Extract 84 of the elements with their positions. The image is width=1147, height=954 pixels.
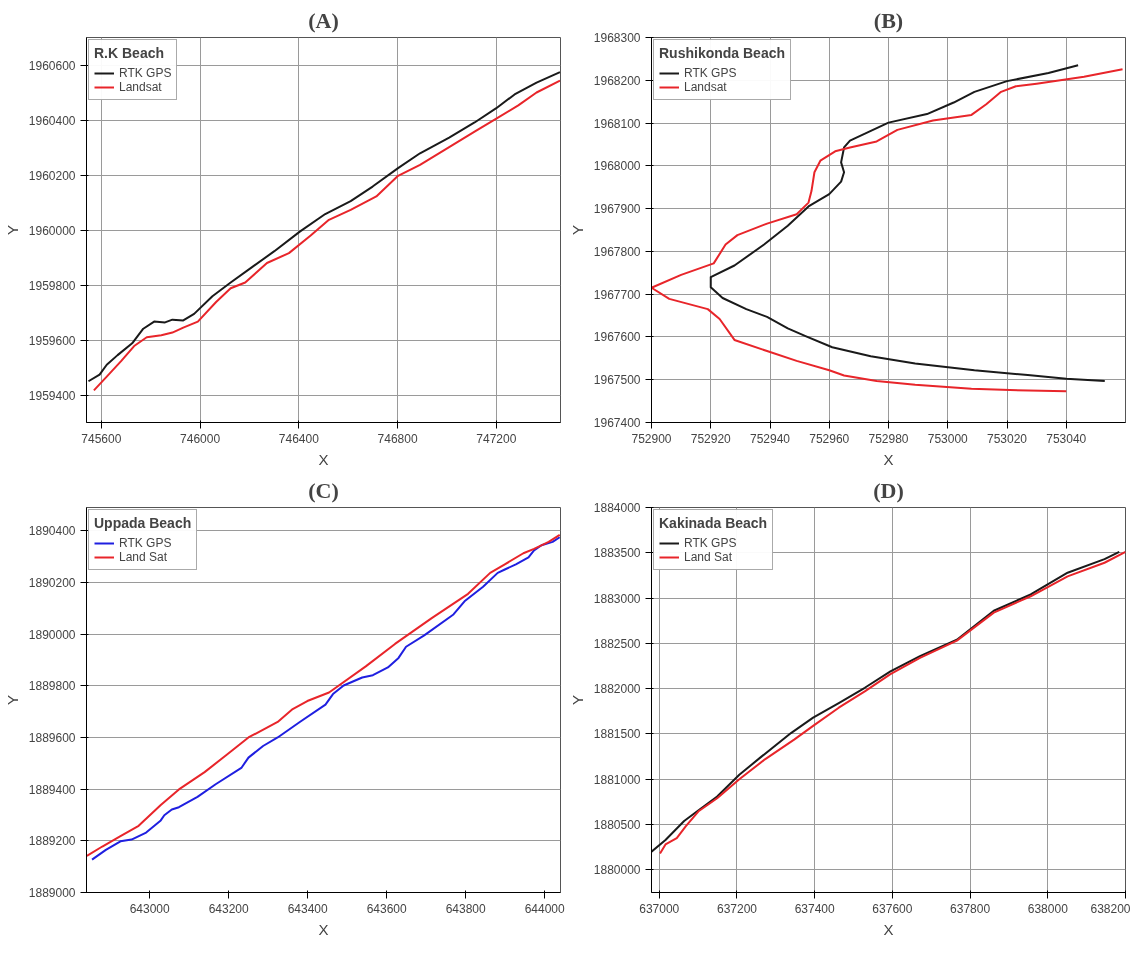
- y-tick-label: 1959600: [28, 333, 76, 348]
- chart-title: (C): [308, 477, 339, 503]
- legend-label: RTK GPS: [119, 66, 172, 80]
- y-tick-label: 1890200: [28, 575, 76, 590]
- x-tick-label: 746000: [180, 431, 221, 446]
- legend-label: Landsat: [119, 80, 162, 94]
- legend-label: RTK GPS: [684, 536, 737, 550]
- x-tick-label: 638000: [1027, 901, 1069, 916]
- legend-label: Land Sat: [684, 550, 733, 564]
- x-tick-label: 753000: [927, 431, 969, 446]
- x-axis-title: X: [318, 450, 329, 468]
- y-tick-label: 1960000: [28, 223, 76, 238]
- x-tick-label: 644000: [524, 901, 566, 916]
- y-tick-label: 1883500: [593, 546, 641, 561]
- chart-title: (D): [873, 477, 904, 503]
- y-tick-label: 1880500: [593, 818, 641, 833]
- y-tick-label: 1968300: [593, 31, 641, 45]
- x-axis-title: X: [883, 920, 894, 938]
- x-tick-label: 637800: [950, 901, 991, 916]
- y-tick-label: 1884000: [593, 501, 641, 515]
- x-tick-label: 746400: [278, 431, 320, 446]
- y-tick-label: 1960600: [28, 58, 76, 73]
- legend-title: Kakinada Beach: [659, 515, 768, 531]
- y-tick-label: 1889600: [28, 730, 76, 745]
- x-tick-label: 643200: [208, 901, 250, 916]
- x-tick-label: 753040: [1046, 431, 1087, 446]
- legend-label: Land Sat: [119, 550, 168, 564]
- x-tick-label: 752920: [690, 431, 732, 446]
- y-tick-label: 1967400: [593, 416, 641, 430]
- y-axis-title: Y: [3, 694, 21, 705]
- chart-title: (A): [308, 7, 339, 33]
- y-tick-label: 1967900: [593, 202, 641, 217]
- x-tick-label: 643400: [287, 901, 329, 916]
- chart-title: (B): [873, 7, 904, 33]
- x-tick-label: 746800: [377, 431, 418, 446]
- y-tick-label: 1890400: [28, 524, 76, 539]
- legend-title: R.K Beach: [94, 45, 166, 61]
- y-tick-label: 1890000: [28, 627, 76, 642]
- x-axis-title: X: [883, 450, 894, 468]
- y-tick-label: 1889800: [28, 679, 76, 694]
- x-tick-label: 745600: [81, 431, 122, 446]
- y-tick-label: 1889200: [28, 834, 76, 849]
- y-tick-label: 1881500: [593, 727, 641, 742]
- y-tick-label: 1960400: [28, 113, 76, 128]
- x-tick-label: 747200: [476, 431, 517, 446]
- x-tick-label: 637200: [716, 901, 758, 916]
- x-tick-label: 753020: [986, 431, 1028, 446]
- x-tick-label: 637600: [872, 901, 913, 916]
- x-tick-label: 752960: [809, 431, 850, 446]
- y-axis-title: Y: [568, 694, 586, 705]
- y-tick-label: 1889400: [28, 782, 76, 797]
- x-tick-label: 643800: [445, 901, 487, 916]
- x-tick-label: 752900: [631, 431, 672, 446]
- y-tick-label: 1880000: [593, 863, 641, 878]
- x-tick-label: 643000: [129, 901, 171, 916]
- y-tick-label: 1968100: [593, 116, 641, 131]
- legend-title: Rushikonda Beach: [659, 45, 786, 61]
- y-tick-label: 1959400: [28, 388, 76, 403]
- x-tick-label: 637000: [639, 901, 680, 916]
- y-tick-label: 1959800: [28, 278, 76, 293]
- x-tick-label: 752940: [749, 431, 791, 446]
- x-axis-title: X: [318, 920, 329, 938]
- y-tick-label: 1883000: [593, 591, 641, 606]
- x-tick-label: 643600: [366, 901, 408, 916]
- x-tick-label: 638200: [1090, 901, 1131, 916]
- y-tick-label: 1967600: [593, 330, 641, 345]
- y-tick-label: 1967700: [593, 287, 641, 302]
- y-tick-label: 1968200: [593, 73, 641, 88]
- y-tick-label: 1889000: [28, 886, 76, 900]
- x-tick-label: 637400: [794, 901, 836, 916]
- y-axis-title: Y: [3, 224, 21, 235]
- legend-label: RTK GPS: [119, 536, 172, 550]
- y-tick-label: 1881000: [593, 772, 641, 787]
- legend-title: Uppada Beach: [94, 515, 192, 531]
- y-axis-title: Y: [568, 224, 586, 235]
- legend-label: Landsat: [684, 80, 727, 94]
- y-tick-label: 1882000: [593, 682, 641, 697]
- y-tick-label: 1967500: [593, 373, 641, 388]
- y-tick-label: 1967800: [593, 244, 641, 259]
- y-tick-label: 1968000: [593, 159, 641, 174]
- y-tick-label: 1882500: [593, 636, 641, 651]
- y-tick-label: 1960200: [28, 168, 76, 183]
- legend-label: RTK GPS: [684, 66, 737, 80]
- x-tick-label: 752980: [868, 431, 909, 446]
